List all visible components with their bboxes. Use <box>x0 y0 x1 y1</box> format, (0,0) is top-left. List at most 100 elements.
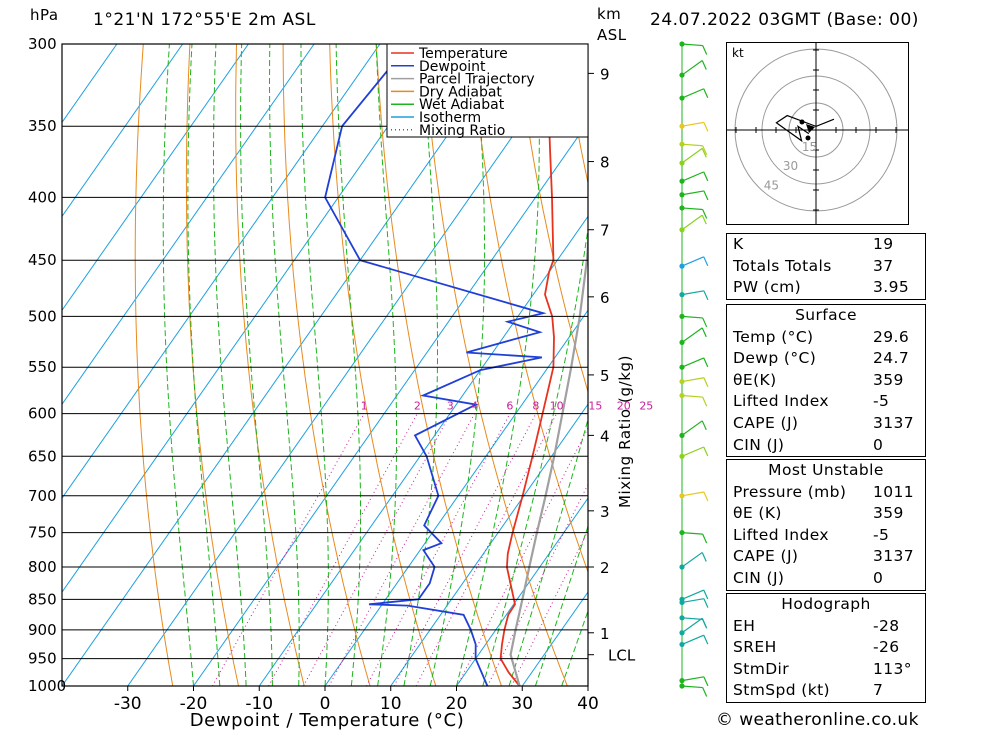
eh-label: EH <box>733 616 756 635</box>
wind-barb-flag <box>702 209 708 219</box>
isotherm-line <box>62 44 447 593</box>
wind-barb <box>679 446 709 459</box>
parcel-trajectory-profile <box>509 229 588 686</box>
wind-barb-staff <box>681 589 704 600</box>
wind-barb <box>679 551 707 570</box>
stmdir-value: 113° <box>873 659 912 678</box>
mixing-ratio-label: 4 <box>471 400 478 413</box>
wind-barb-flag <box>701 214 707 225</box>
wind-barb-staff <box>681 531 703 535</box>
hodograph-storm-arrow <box>806 124 815 133</box>
temperature-tick-label: 30 <box>511 694 533 714</box>
wind-barb-staff <box>681 171 704 182</box>
pressure-tick-label: 500 <box>28 307 57 325</box>
wind-barb-staff <box>681 617 703 620</box>
mixing-ratio-line <box>328 413 475 686</box>
temperature-tick-label: -30 <box>114 694 142 714</box>
temperature-tick-label: 40 <box>577 694 599 714</box>
mu-cin-label: CIN (J) <box>733 568 785 587</box>
surface-cin-value: 0 <box>873 435 884 454</box>
surface-thetae-label: θE(K) <box>733 370 777 389</box>
wind-barb <box>679 256 709 269</box>
wind-barb-flag <box>703 190 709 201</box>
height-tick-label: 3 <box>600 503 610 521</box>
isotherm-line <box>62 44 315 406</box>
pressure-tick-label: 400 <box>28 188 57 206</box>
datetime-title: 24.07.2022 03GMT (Base: 00) <box>650 10 919 30</box>
legend-label: Dry Adiabat <box>419 84 502 100</box>
hodograph-ring-label: 45 <box>764 178 779 192</box>
height-tick-label: 4 <box>600 427 610 445</box>
surface-dewp-label: Dewp (°C) <box>733 349 817 368</box>
wind-barb <box>679 529 708 544</box>
surface-temp-label: Temp (°C) <box>733 327 814 346</box>
hodograph-unit-label: kt <box>732 46 744 60</box>
wind-barb-flag <box>703 676 709 687</box>
pressure-unit-label: hPa <box>30 6 59 24</box>
height-tick-label: LCL <box>608 647 636 665</box>
wind-barb <box>679 683 708 697</box>
wet-adiabat-line <box>403 44 438 686</box>
mixing-ratio-label: 8 <box>532 400 539 413</box>
wind-barb-flag <box>703 598 709 608</box>
copyright-text[interactable]: © weatheronline.co.uk <box>716 710 919 730</box>
pw-value: 3.95 <box>873 278 910 297</box>
surface-thetae-value: 359 <box>873 370 904 389</box>
dry-adiabat-line <box>936 44 1000 686</box>
wind-barb-flag <box>703 122 709 132</box>
mixing-ratio-label: 10 <box>550 400 564 413</box>
mixing-ratio-label: 6 <box>506 400 513 413</box>
mixing-ratio-label: 15 <box>588 400 602 413</box>
wind-barb-flag <box>703 491 709 502</box>
mu-thetae-label: θE (K) <box>733 504 782 523</box>
mu-cin-value: 0 <box>873 568 884 587</box>
surface-title: Surface <box>795 306 857 324</box>
wet-adiabat-line <box>456 44 540 686</box>
surface-table: Surface Temp (°C) 29.6 Dewp (°C) 24.7 θE(K… <box>726 304 926 458</box>
wind-barb <box>679 676 709 687</box>
isotherm-line <box>62 44 249 312</box>
hodograph-table: Hodograph EH -28 SREH -26 StmDir 113° StmSp… <box>726 593 926 703</box>
height-tick-label: 6 <box>600 289 610 307</box>
mixing-ratio-axis-title: Mixing Ratio (g/kg) <box>616 355 634 508</box>
surface-temp-row: Temp (°C) 29.6 <box>727 327 925 349</box>
wind-barb <box>679 171 709 184</box>
wind-barb <box>679 327 707 346</box>
wind-barb-flag <box>702 145 708 155</box>
isotherm-line <box>62 44 184 218</box>
legend-box <box>386 43 589 138</box>
wind-barb <box>679 60 707 78</box>
wind-barb-flag <box>702 45 708 55</box>
wind-barb-flag <box>703 377 709 388</box>
isotherm-line <box>324 309 588 686</box>
wind-barb <box>679 205 708 219</box>
sreh-label: SREH <box>733 638 777 657</box>
totals-totals-label: Totals Totals <box>733 256 832 275</box>
wet-adiabat-line <box>162 44 194 686</box>
wind-barb <box>679 290 709 301</box>
hodograph-ring-label: 30 <box>783 159 798 173</box>
wind-barb <box>679 615 708 629</box>
temperature-tick-label: -10 <box>245 694 273 714</box>
legend-label: Mixing Ratio <box>419 123 505 139</box>
stmspd-label: StmSpd (kt) <box>733 681 831 700</box>
wet-adiabat-line <box>269 44 300 686</box>
mu-cape-value: 3137 <box>873 547 915 566</box>
mixing-ratio-line <box>268 413 418 686</box>
wind-barb <box>679 190 709 201</box>
mu-pressure-value: 1011 <box>873 482 915 501</box>
wind-barb-flag <box>703 446 709 457</box>
wind-barb-flag <box>701 420 707 431</box>
k-index-label: K <box>733 235 744 253</box>
wet-adiabat-line <box>240 44 273 686</box>
hodograph-trace <box>775 114 835 143</box>
pressure-tick-label: 600 <box>28 405 57 423</box>
wind-barb-staff <box>681 551 703 568</box>
isotherm-line <box>62 44 381 500</box>
pressure-tick-label: 900 <box>28 621 57 639</box>
totals-totals-value: 37 <box>873 256 894 275</box>
pressure-tick-label: 300 <box>28 35 57 53</box>
hodograph-storm-point <box>799 119 805 125</box>
height-tick-label: 7 <box>600 222 610 240</box>
